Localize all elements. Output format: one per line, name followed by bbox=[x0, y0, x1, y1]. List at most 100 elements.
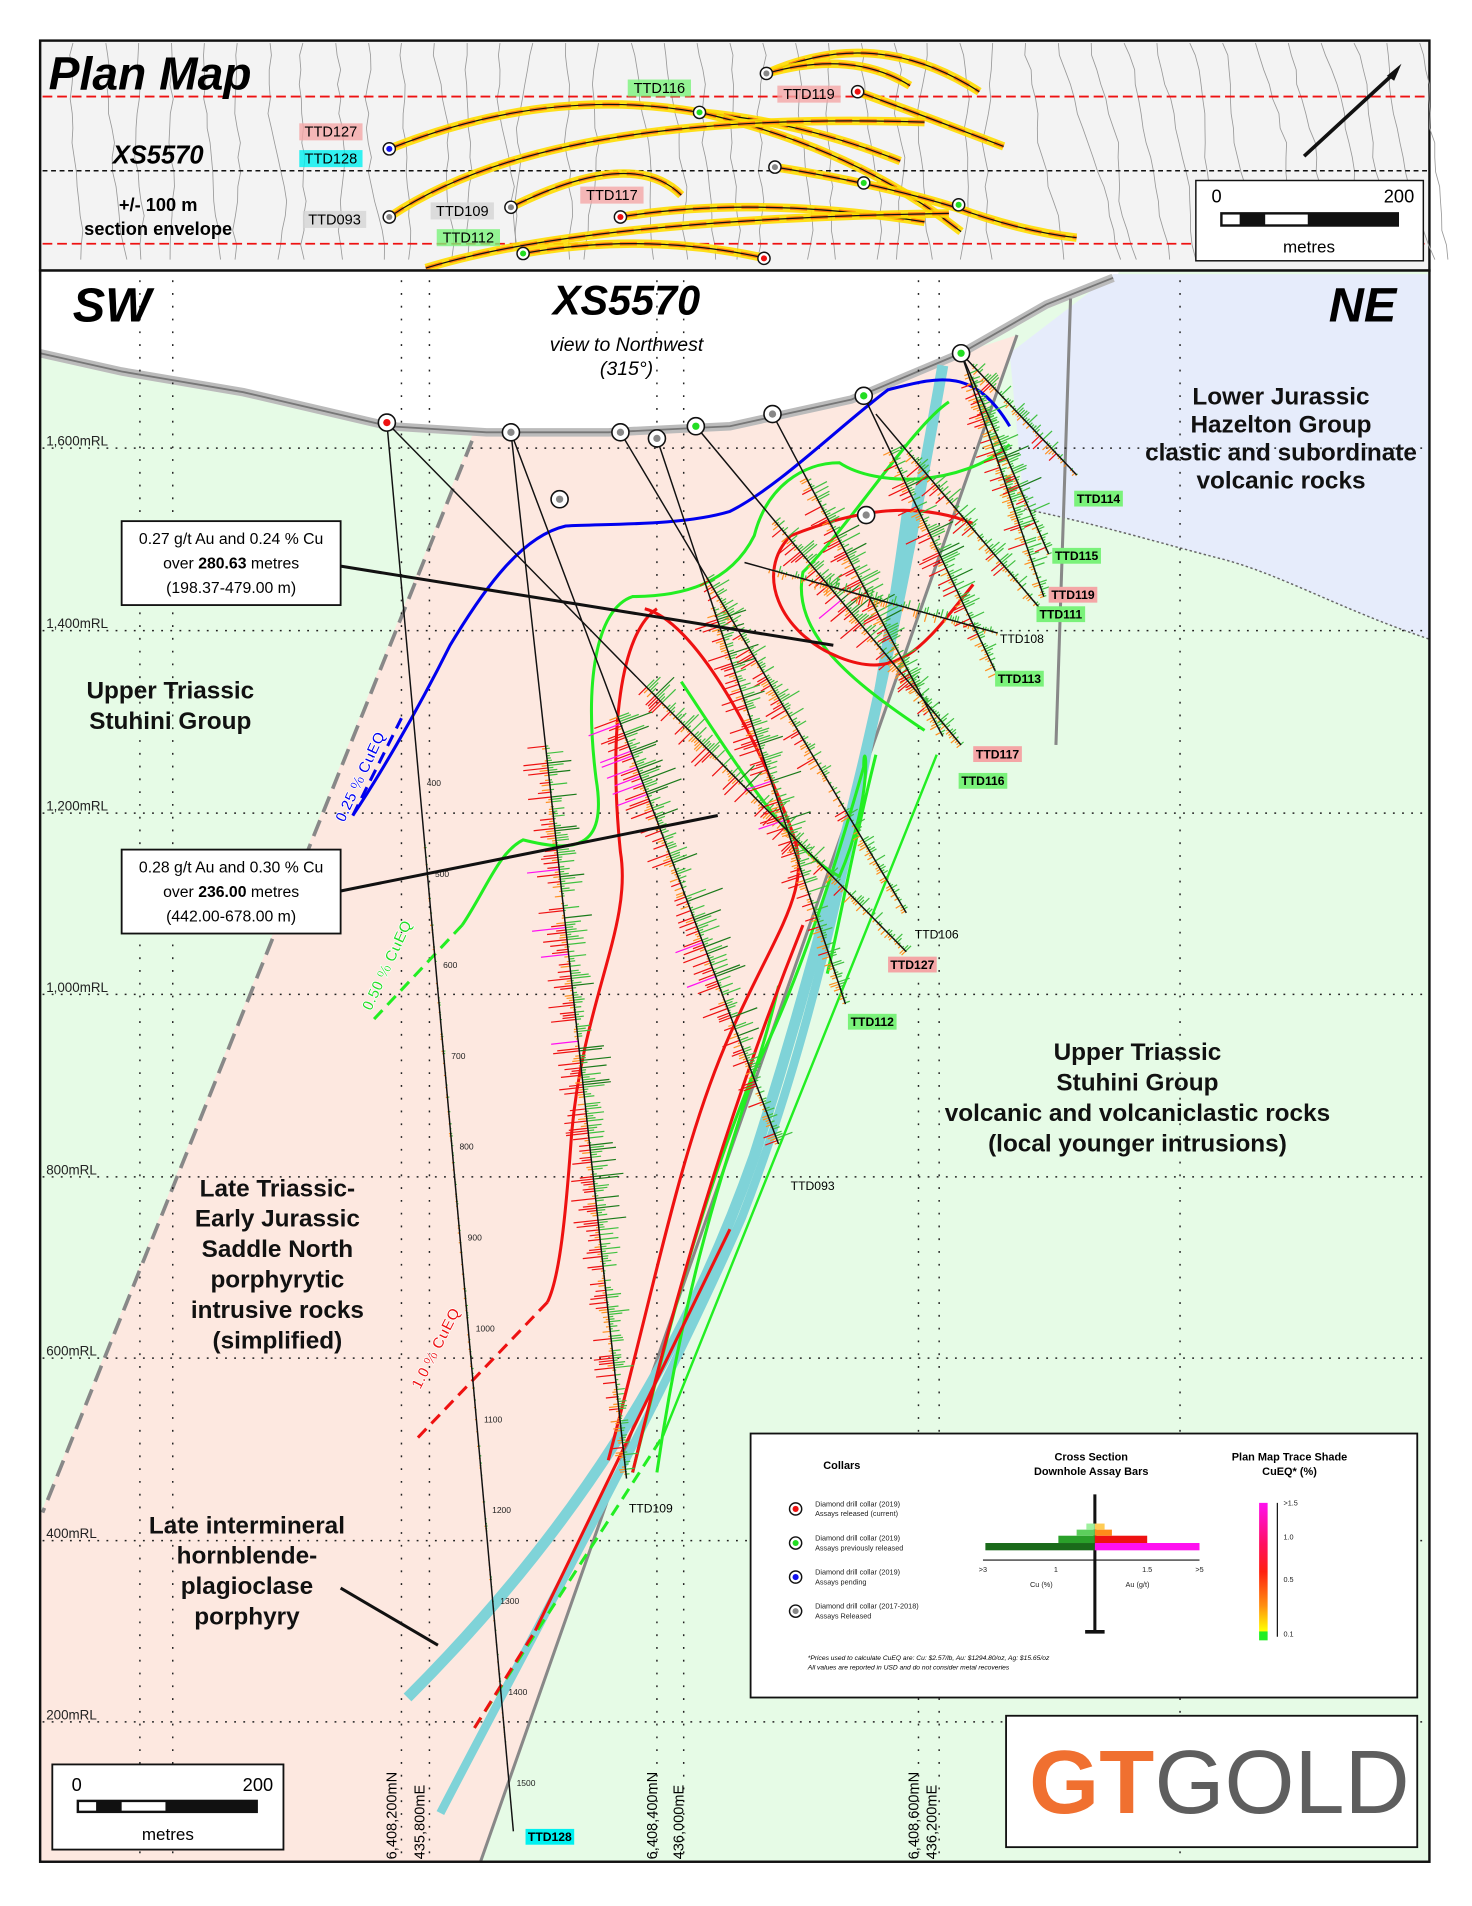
assay-bar-cu bbox=[958, 504, 969, 513]
svg-text:Early Jurassic: Early Jurassic bbox=[195, 1206, 360, 1233]
assay-bar-cu bbox=[582, 1078, 610, 1083]
drill-hole-trace[interactable] bbox=[656, 438, 847, 1005]
assay-bar-au bbox=[889, 663, 895, 668]
assay-bar-cu bbox=[717, 975, 731, 982]
assay-bar-cu bbox=[724, 997, 734, 1003]
plan-hole-label[interactable]: TTD119 bbox=[783, 87, 835, 103]
assay-bar-cu bbox=[867, 590, 875, 596]
hole-label[interactable]: TTD115 bbox=[1055, 549, 1098, 563]
assay-bar-cu bbox=[865, 585, 874, 591]
drill-hole-trace[interactable] bbox=[510, 432, 628, 1479]
assay-bar-au bbox=[579, 1156, 592, 1160]
assay-bar-au bbox=[679, 921, 696, 929]
assay-bar-au bbox=[878, 650, 884, 655]
assay-bar-cu bbox=[629, 745, 637, 750]
assay-bar-au bbox=[963, 525, 971, 531]
collar-legend-label: Diamond drill collar (2019) bbox=[815, 1534, 900, 1543]
assay-bar-au bbox=[803, 751, 812, 757]
drill-hole-trace[interactable] bbox=[875, 413, 1041, 610]
assay-bar-au bbox=[885, 885, 891, 889]
drill-hole-trace[interactable] bbox=[386, 422, 907, 953]
hole-label[interactable]: TTD114 bbox=[1077, 492, 1120, 506]
plan-hole-label[interactable]: TTD116 bbox=[634, 81, 686, 97]
plan-hole-label[interactable]: TTD109 bbox=[436, 204, 489, 220]
assay-bar-au bbox=[678, 731, 692, 745]
assay-bar-cu bbox=[705, 742, 712, 749]
hole-label[interactable]: TTD093 bbox=[791, 1179, 835, 1193]
assay-bar-cu bbox=[597, 1213, 608, 1216]
assay-bar-cu bbox=[1036, 524, 1044, 528]
hole-label[interactable]: TTD112 bbox=[851, 1015, 894, 1029]
assay-bar-au bbox=[612, 1391, 618, 1394]
drill-hole-trace[interactable] bbox=[744, 561, 998, 634]
plan-hole-label[interactable]: TTD127 bbox=[305, 125, 358, 141]
hole-label[interactable]: TTD113 bbox=[998, 672, 1041, 686]
hole-label[interactable]: TTD119 bbox=[1051, 588, 1094, 602]
assay-bar-au bbox=[935, 731, 941, 736]
hole-label[interactable]: TTD116 bbox=[961, 774, 1004, 788]
assay-bar-cu bbox=[714, 608, 720, 611]
assay-bar-au bbox=[732, 1060, 748, 1067]
assay-bar-cu bbox=[848, 813, 855, 818]
plan-hole-label[interactable]: TTD112 bbox=[443, 231, 495, 247]
hole-label[interactable]: TTD127 bbox=[890, 958, 934, 972]
drill-hole-trace[interactable] bbox=[619, 431, 907, 914]
shell-10-cueq bbox=[546, 508, 975, 1473]
hole-label[interactable]: TTD108 bbox=[1000, 632, 1044, 646]
assay-bar-cu bbox=[922, 695, 928, 701]
plan-hole-label[interactable]: TTD128 bbox=[305, 151, 358, 167]
assay-bar-au bbox=[540, 835, 556, 838]
assay-bar-au bbox=[850, 574, 858, 580]
assay-bar-cu bbox=[945, 611, 949, 619]
collar-legend-label: Assays released (current) bbox=[815, 1509, 898, 1518]
easting-label: 435,800mE bbox=[413, 1784, 429, 1859]
assay-bar-cu bbox=[924, 697, 929, 702]
assay-bar-cu bbox=[821, 926, 833, 932]
assay-bar-cu bbox=[913, 496, 921, 501]
assay-bar-au bbox=[1005, 477, 1016, 483]
assay-bar-cu bbox=[604, 1279, 611, 1282]
assay-bar-cu bbox=[746, 704, 755, 708]
assay-bar-cu bbox=[755, 730, 769, 736]
assay-bar-cu bbox=[646, 778, 682, 793]
assay-bar-au bbox=[580, 1180, 594, 1184]
assay-bar-au bbox=[930, 723, 937, 727]
assay-bar-au bbox=[972, 406, 980, 411]
assay-bar-au bbox=[582, 1188, 595, 1191]
assay-bar-cu bbox=[761, 1097, 767, 1101]
assay-bar-cu bbox=[723, 599, 734, 607]
hole-label[interactable]: TTD109 bbox=[629, 1502, 673, 1516]
assay-bar-cu bbox=[1050, 441, 1059, 449]
assay-bar-cu bbox=[758, 735, 784, 745]
hole-label[interactable]: TTD106 bbox=[915, 927, 959, 941]
assay-bar-cu bbox=[837, 977, 850, 983]
assay-bar-cu bbox=[745, 1052, 756, 1057]
assay-bar-cu bbox=[1011, 499, 1017, 503]
drill-hole-trace[interactable] bbox=[863, 395, 999, 676]
assay-bar-cu bbox=[815, 563, 825, 571]
assay-bar-au bbox=[573, 1137, 589, 1141]
assay-bar-au bbox=[569, 1108, 586, 1112]
plan-hole-label[interactable]: TTD117 bbox=[586, 188, 638, 204]
hole-label[interactable]: TTD117 bbox=[976, 747, 1019, 761]
assay-bar-au bbox=[852, 900, 857, 905]
hole-label[interactable]: TTD111 bbox=[1040, 607, 1083, 621]
plan-hole-label[interactable]: TTD093 bbox=[308, 212, 361, 228]
assay-bar-cu bbox=[748, 1062, 756, 1066]
assay-bar-cu bbox=[678, 712, 687, 721]
drill-hole-trace[interactable] bbox=[960, 352, 1050, 555]
assay-bar-au bbox=[762, 682, 770, 688]
drill-hole-trace[interactable] bbox=[960, 353, 1045, 597]
assay-bar-au bbox=[548, 907, 564, 911]
assay-bar-au bbox=[876, 870, 882, 875]
assay-bar-cu bbox=[952, 578, 958, 582]
hole-label[interactable]: TTD128 bbox=[528, 1830, 572, 1844]
assay-bar-cu bbox=[784, 811, 811, 822]
assay-bar-au bbox=[989, 476, 1004, 482]
drill-hole-trace[interactable] bbox=[386, 422, 515, 1832]
drill-hole-trace[interactable] bbox=[771, 413, 944, 737]
drill-hole-trace[interactable] bbox=[510, 432, 780, 1145]
assay-bar-au bbox=[523, 767, 549, 772]
drill-hole-trace[interactable] bbox=[960, 352, 1078, 476]
